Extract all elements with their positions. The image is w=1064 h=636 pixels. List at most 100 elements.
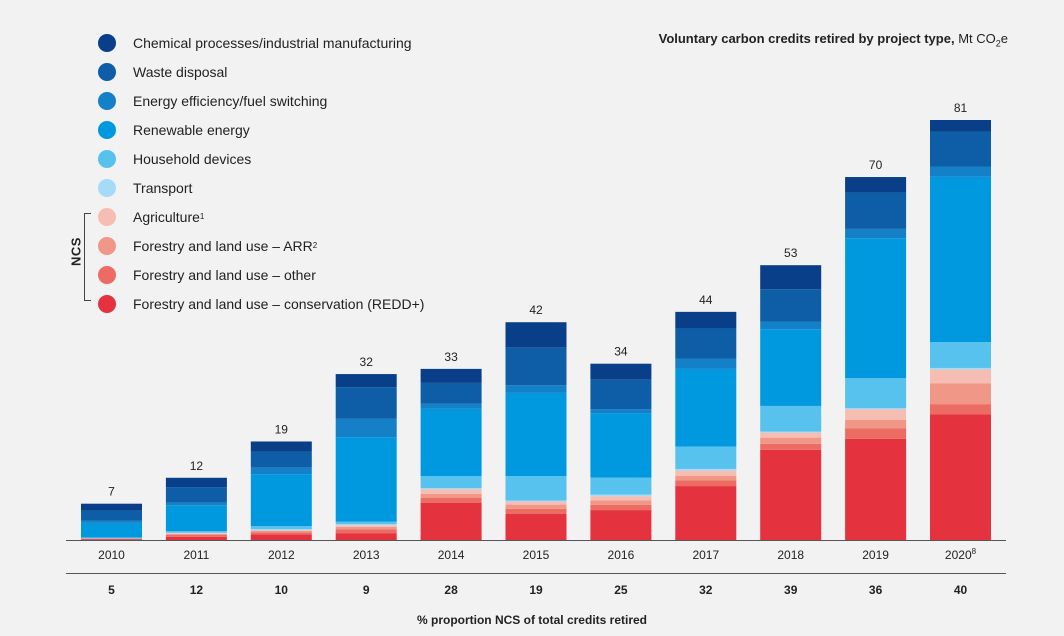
legend: Chemical processes/industrial manufactur… [98, 28, 424, 318]
bar-segment [505, 476, 567, 501]
bar-segment [930, 404, 991, 415]
bar-segment [250, 467, 312, 475]
bar-segment [420, 408, 482, 477]
bar-segment [250, 530, 312, 531]
total-label: 42 [529, 303, 543, 317]
bar-segment [420, 382, 482, 404]
legend-label: Transport [133, 179, 193, 196]
bar-segment [335, 437, 397, 522]
bar-segment [165, 531, 227, 533]
legend-item: Transport [98, 173, 424, 202]
legend-swatch [98, 265, 116, 284]
bar-segment [81, 510, 142, 521]
bar-segment [81, 538, 142, 539]
legend-swatch [98, 91, 116, 110]
bar-segment [81, 522, 142, 538]
ncs-proportion-value: 36 [869, 583, 883, 597]
legend-swatch [98, 294, 116, 313]
ncs-proportion-value: 40 [954, 583, 968, 597]
bar-segment [420, 488, 482, 490]
legend-item: Chemical processes/industrial manufactur… [98, 28, 424, 57]
legend-item: Forestry and land use – conservation (RE… [98, 289, 424, 318]
bar-segment [760, 443, 822, 450]
legend-label: Waste disposal [133, 63, 228, 80]
category-label: 2016 [608, 548, 635, 562]
ncs-proportion-value: 9 [363, 583, 370, 597]
bar-segment [675, 311, 737, 329]
bar-segment [420, 502, 482, 540]
bar-segment [760, 329, 822, 406]
bar-segment [930, 166, 991, 177]
bar-segment [81, 539, 142, 540]
chart-title-main: Voluntary carbon credits retired by proj… [658, 31, 955, 46]
bar-segment [930, 383, 991, 405]
ncs-proportion-value: 32 [699, 583, 713, 597]
bar-segment [420, 498, 482, 503]
bar-segment [165, 534, 227, 537]
bar-segment [845, 192, 907, 229]
bar-segment [165, 533, 227, 535]
legend-item: Agriculture 1 [98, 202, 424, 231]
legend-swatch [98, 149, 116, 168]
ncs-proportion-value: 12 [190, 583, 204, 597]
legend-footnote: 2 [312, 241, 318, 250]
legend-swatch [98, 236, 116, 255]
total-label: 53 [784, 246, 798, 260]
footer-label: % proportion NCS of total credits retire… [416, 613, 647, 627]
bar-segment [590, 363, 652, 380]
bar-segment [590, 510, 652, 540]
bar-segment [335, 533, 397, 540]
bar-segment [930, 414, 991, 540]
bar-segment [675, 475, 737, 481]
legend-label: Forestry and land use – other [133, 266, 316, 283]
total-label: 81 [954, 101, 968, 115]
bar-segment [930, 367, 991, 370]
total-label: 19 [275, 422, 289, 436]
bar-segment [590, 494, 652, 497]
category-label: 2017 [692, 548, 719, 562]
legend-swatch [98, 178, 116, 197]
legend-swatch [98, 33, 116, 52]
bar-segment [590, 500, 652, 505]
bar-segment [590, 477, 652, 495]
bar-segment [250, 530, 312, 533]
bar-segment [81, 538, 142, 540]
bar-segment [81, 503, 142, 511]
bar-segment [845, 238, 907, 379]
bar-segment [590, 496, 652, 501]
chart-title-unit: Mt CO2e [958, 31, 1008, 49]
category-label: 2018 [777, 548, 804, 562]
legend-swatch [98, 62, 116, 81]
bar-segment [250, 441, 312, 452]
bar-segment [845, 228, 907, 239]
legend-label: Forestry and land use – conservation (RE… [133, 295, 425, 312]
ncs-proportion-value: 10 [275, 583, 289, 597]
legend-swatch [98, 120, 116, 139]
bar-segment [420, 489, 482, 494]
bar-segment [760, 431, 822, 433]
bar-segment [335, 418, 397, 438]
bar-segment [760, 405, 822, 432]
total-label: 44 [699, 293, 713, 307]
bar-segment [930, 120, 991, 132]
ncs-proportion-value: 25 [614, 583, 628, 597]
bar-segment [760, 265, 822, 290]
category-label: 2010 [98, 548, 125, 562]
legend-footnote: 1 [199, 212, 205, 221]
total-label: 34 [614, 345, 628, 359]
bar-segment [505, 392, 567, 477]
bar-segment [845, 177, 907, 193]
category-label: 2013 [353, 548, 380, 562]
bar-segment [845, 378, 907, 409]
legend-item: Forestry and land use – other [98, 260, 424, 289]
bar-segment [250, 532, 312, 535]
bar-segment [505, 508, 567, 515]
category-label: 2015 [523, 548, 550, 562]
legend-item: Forestry and land use – ARR 2 [98, 231, 424, 260]
bar-segment [505, 385, 567, 393]
bar-segment [590, 413, 652, 478]
bar-segment [335, 387, 397, 419]
bar-segment [505, 347, 567, 386]
bar-segment [420, 493, 482, 498]
